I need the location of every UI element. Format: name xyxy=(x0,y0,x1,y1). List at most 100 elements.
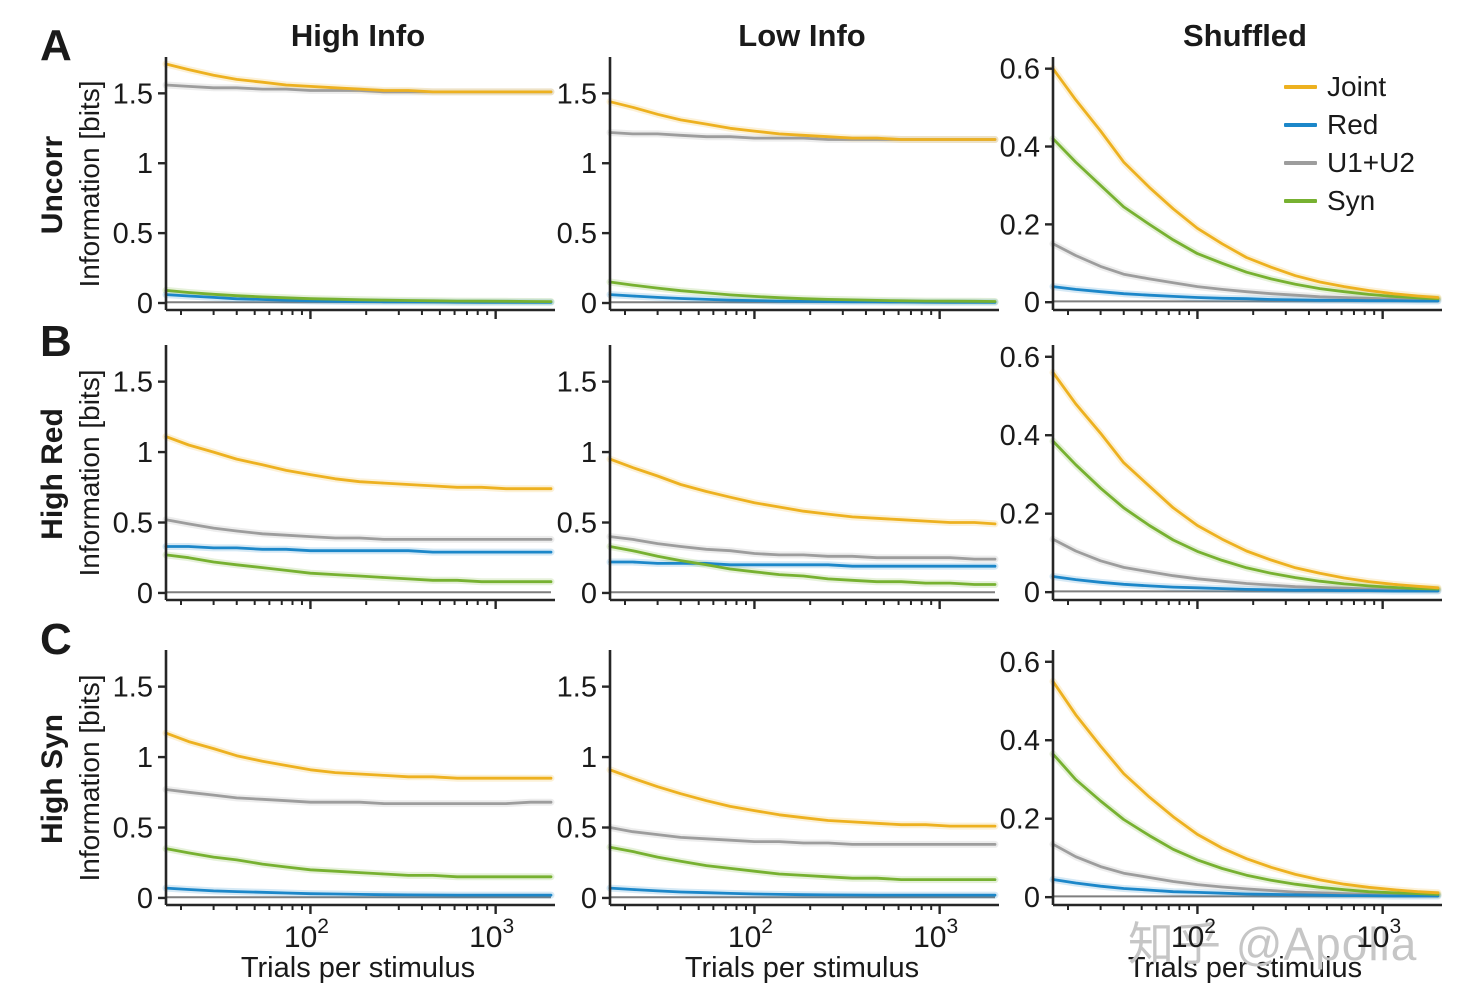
y-tick-label: 1 xyxy=(581,437,597,469)
legend-item-joint: Joint xyxy=(1284,70,1415,102)
x-axis-label-col-1: Trials per stimulus xyxy=(240,952,476,984)
y-tick-label: 1 xyxy=(581,742,597,774)
series-band-syn xyxy=(162,551,555,586)
series-line-syn xyxy=(164,288,553,304)
col-title-high-info: High Info xyxy=(290,18,426,53)
series-line-joint xyxy=(164,731,553,780)
y-tick-label: 0.5 xyxy=(113,218,153,250)
y-tick-label: 1 xyxy=(137,437,153,469)
syn-line-swatch xyxy=(1284,198,1317,203)
series-line-red xyxy=(164,886,553,897)
panel-high-red-low-info: 0 0.5 1 1.5 xyxy=(557,345,999,610)
y-tick-label: 0.5 xyxy=(113,508,153,540)
y-tick-label: 0.4 xyxy=(1000,420,1040,452)
y-tick-label: 1.5 xyxy=(113,672,153,704)
panel-uncorr-low-info: 0 0.5 1 1.5 xyxy=(557,57,999,320)
panel-letter-a: A xyxy=(40,21,72,70)
x-tick-label: 103 xyxy=(1356,915,1401,954)
series-line-syn xyxy=(1051,439,1440,591)
y-tick-label: 0.4 xyxy=(1000,132,1040,164)
series-line-syn xyxy=(1051,752,1440,896)
panel-uncorr-high-info: 0 0.5 1 1.5 xyxy=(113,57,555,320)
y-tick-label: 0.2 xyxy=(1000,499,1040,531)
col-title-low-info: Low Info xyxy=(738,18,866,53)
panel-high-syn-low-info: 102 103 0 0.5 1 1.5 xyxy=(557,650,999,954)
series-line-joint xyxy=(1051,680,1440,895)
legend-label-red: Red xyxy=(1327,108,1379,140)
y-tick-label: 0.2 xyxy=(1000,804,1040,836)
y-tick-label: 1 xyxy=(137,148,153,180)
series-line-u1-u2 xyxy=(608,826,997,846)
row-label-uncorr: Uncorr xyxy=(36,135,69,235)
y-tick-label: 0 xyxy=(137,578,153,610)
joint-line-swatch xyxy=(1284,84,1317,89)
row-label-high-red: High Red xyxy=(36,408,69,540)
y-tick-label: 0 xyxy=(581,883,597,915)
x-axis-label-col-3: Trials per stimulus xyxy=(1127,952,1363,984)
series-line-joint xyxy=(608,457,997,526)
series-band-joint xyxy=(606,455,999,528)
y-tick-label: 0.6 xyxy=(1000,647,1040,679)
series-line-syn xyxy=(608,280,997,303)
legend-item-red: Red xyxy=(1284,108,1415,140)
series-line-u1-u2 xyxy=(164,518,553,541)
y-tick-label: 0 xyxy=(581,288,597,320)
y-tick-label: 0 xyxy=(137,883,153,915)
series-band-joint xyxy=(162,729,555,782)
y-tick-label: 1.5 xyxy=(557,78,597,110)
series-band-joint xyxy=(1049,677,1442,897)
panel-high-syn-high-info: 102 103 0 0.5 1 1.5 xyxy=(113,650,555,954)
series-line-u1-u2 xyxy=(164,788,553,806)
y-tick-label: 0.5 xyxy=(557,813,597,845)
y-tick-label: 0 xyxy=(137,288,153,320)
y-tick-label: 0.6 xyxy=(1000,342,1040,374)
series-line-syn xyxy=(608,845,997,882)
legend-item-syn: Syn xyxy=(1284,184,1415,216)
legend: Joint Red U1+U2 Syn xyxy=(1284,70,1415,216)
series-band-syn xyxy=(1049,750,1442,898)
x-tick-label: 103 xyxy=(469,915,514,954)
panel-high-red-high-info: 0 0.5 1 1.5 xyxy=(113,345,555,610)
series-line-joint xyxy=(164,62,553,94)
series-line-red xyxy=(1051,285,1440,303)
series-line-u1-u2 xyxy=(1051,242,1440,302)
x-tick-label: 102 xyxy=(1171,915,1216,954)
y-tick-label: 0.5 xyxy=(557,218,597,250)
series-line-syn xyxy=(164,553,553,584)
x-axis-label-col-2: Trials per stimulus xyxy=(684,952,920,984)
red-line-swatch xyxy=(1284,122,1317,127)
series-line-joint xyxy=(164,435,553,491)
panel-high-red-shuffled: 0 0.2 0.4 0.6 xyxy=(1000,342,1442,609)
panel-letter-b: B xyxy=(40,317,72,366)
series-line-red xyxy=(608,886,997,897)
col-title-shuffled: Shuffled xyxy=(1183,18,1307,53)
panel-letter-c: C xyxy=(40,615,72,664)
y-tick-label: 0.5 xyxy=(557,508,597,540)
panel-uncorr-shuffled: 0 0.2 0.4 0.6 xyxy=(1000,54,1442,319)
u1u2-line-swatch xyxy=(1284,160,1317,165)
y-tick-label: 1.5 xyxy=(557,367,597,399)
y-tick-label: 1 xyxy=(581,148,597,180)
legend-label-joint: Joint xyxy=(1327,70,1387,102)
series-line-syn xyxy=(1051,137,1440,301)
series-line-joint xyxy=(608,100,997,141)
y-tick-label: 0 xyxy=(1024,287,1040,319)
series-line-syn xyxy=(164,847,553,879)
y-tick-label: 1 xyxy=(137,742,153,774)
legend-label-syn: Syn xyxy=(1327,184,1376,216)
series-line-u1-u2 xyxy=(1051,537,1440,592)
x-tick-label: 103 xyxy=(913,915,958,954)
series-line-joint xyxy=(1051,371,1440,590)
series-line-red xyxy=(1051,575,1440,593)
series-line-red xyxy=(608,560,997,568)
series-line-u1-u2 xyxy=(608,535,997,561)
row-label-high-syn: High Syn xyxy=(36,714,69,845)
x-tick-label: 102 xyxy=(728,915,773,954)
x-tick-label: 102 xyxy=(284,915,329,954)
series-line-joint xyxy=(1051,67,1440,299)
y-tick-label: 0.4 xyxy=(1000,725,1040,757)
y-tick-label: 0 xyxy=(1024,882,1040,914)
watermark-text: 知乎 @Apolla xyxy=(1128,918,1418,970)
legend-item-u1u2: U1+U2 xyxy=(1284,147,1415,178)
